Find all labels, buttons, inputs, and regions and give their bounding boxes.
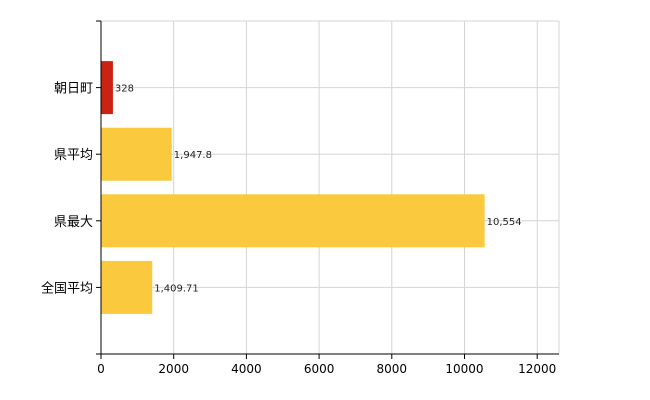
- y-tick-label: 県最大: [54, 215, 93, 230]
- x-tick-label: 2000: [158, 362, 189, 376]
- x-tick-label: 12000: [518, 362, 556, 376]
- data-labels: 328 1,947.8 10,554 1,409.71: [115, 84, 522, 295]
- x-tick-label: 6000: [304, 362, 335, 376]
- y-tick-label: 朝日町: [54, 82, 93, 97]
- x-tick-labels: 0 2000 4000 6000 8000 10000 12000: [97, 362, 556, 376]
- data-label: 1,947.8: [174, 150, 212, 161]
- bar: [101, 127, 172, 181]
- x-tick-label: 0: [97, 362, 105, 376]
- bars: [101, 61, 485, 314]
- y-tick-label: 全国平均: [41, 280, 93, 296]
- x-tick-label: 8000: [377, 362, 408, 376]
- bar: [101, 260, 153, 314]
- data-label: 1,409.71: [154, 283, 199, 294]
- x-tick-label: 4000: [231, 362, 262, 376]
- bar: [101, 194, 485, 248]
- bar: [101, 61, 113, 115]
- axes: [96, 20, 559, 359]
- y-tick-label: 県平均: [54, 148, 93, 163]
- data-label: 328: [115, 84, 134, 95]
- x-tick-label: 10000: [445, 362, 483, 376]
- grid-lines: [101, 20, 560, 354]
- data-label: 10,554: [487, 217, 522, 228]
